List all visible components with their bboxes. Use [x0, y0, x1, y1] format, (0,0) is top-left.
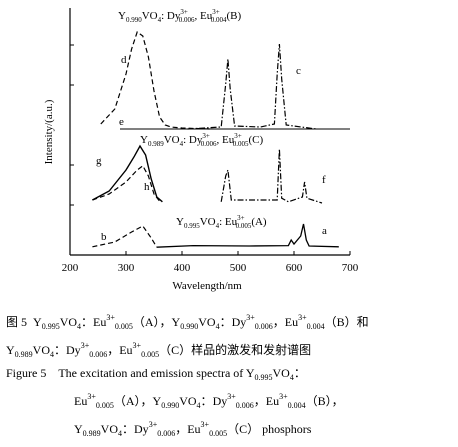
spectra-figure: 200 300 400 500 600 700 Wavelength/nm Intensi… — [43, 8, 359, 292]
caption-en-line-1: Figure 5 The excitation and emission spe… — [6, 366, 306, 382]
curve-f — [220, 148, 323, 204]
curve-g — [92, 144, 163, 203]
caption-en-line-2: Eu3+0.005（A），Y0.990VO4：Dy3+0.006，Eu3+0.0… — [74, 392, 344, 410]
x-tick-label-400: 400 — [174, 262, 191, 274]
label-f: f — [322, 174, 326, 186]
label-h: h — [144, 181, 150, 193]
label-g: g — [96, 155, 102, 167]
x-tick-label-500: 500 — [230, 262, 247, 274]
label-b: b — [101, 231, 107, 243]
y-axis-title: Intensity/(a.u.) — [43, 99, 55, 164]
panel-b-title: Y0.990VO4: Dy3+ 0.006, Eu3+ 0.004(B) — [118, 8, 241, 24]
label-a: a — [322, 225, 327, 237]
curve-h — [92, 164, 161, 202]
x-ticks: 200 300 400 500 600 700 — [62, 251, 359, 274]
label-d: d — [121, 54, 127, 66]
curve-c — [187, 43, 317, 130]
caption-cn-line-1: 图 5 Y0.995VO4：Eu3+0.005（A），Y0.990VO4：Dy3… — [6, 313, 369, 331]
x-tick-label-300: 300 — [118, 262, 135, 274]
curve-d — [100, 31, 211, 130]
curve-b — [92, 225, 158, 248]
curve-a — [156, 223, 339, 248]
label-e: e — [119, 116, 124, 128]
x-tick-label-600: 600 — [286, 262, 303, 274]
x-axis-title: Wavelength/nm — [172, 280, 242, 292]
panel-a-title: Y0.995VO4: Eu3+ 0.005(A) — [176, 214, 267, 230]
x-tick-label-200: 200 — [62, 262, 79, 274]
label-c: c — [296, 65, 301, 77]
x-tick-label-700: 700 — [342, 262, 359, 274]
caption-en-line-3: Y0.989VO4：Dy3+0.006，Eu3+0.005（C） phospho… — [74, 420, 312, 438]
y-ticks — [70, 44, 74, 206]
panel-c-title: Y0.989VO4: Dy3+ 0.006, Eu3+ 0.005(C) — [140, 132, 263, 148]
caption-cn-line-2: Y0.989VO4：Dy3+0.006，Eu3+0.005（C）样品的激发和发射… — [6, 341, 312, 359]
figure-caption: 图 5 Y0.995VO4：Eu3+0.005（A），Y0.990VO4：Dy3… — [6, 308, 452, 443]
